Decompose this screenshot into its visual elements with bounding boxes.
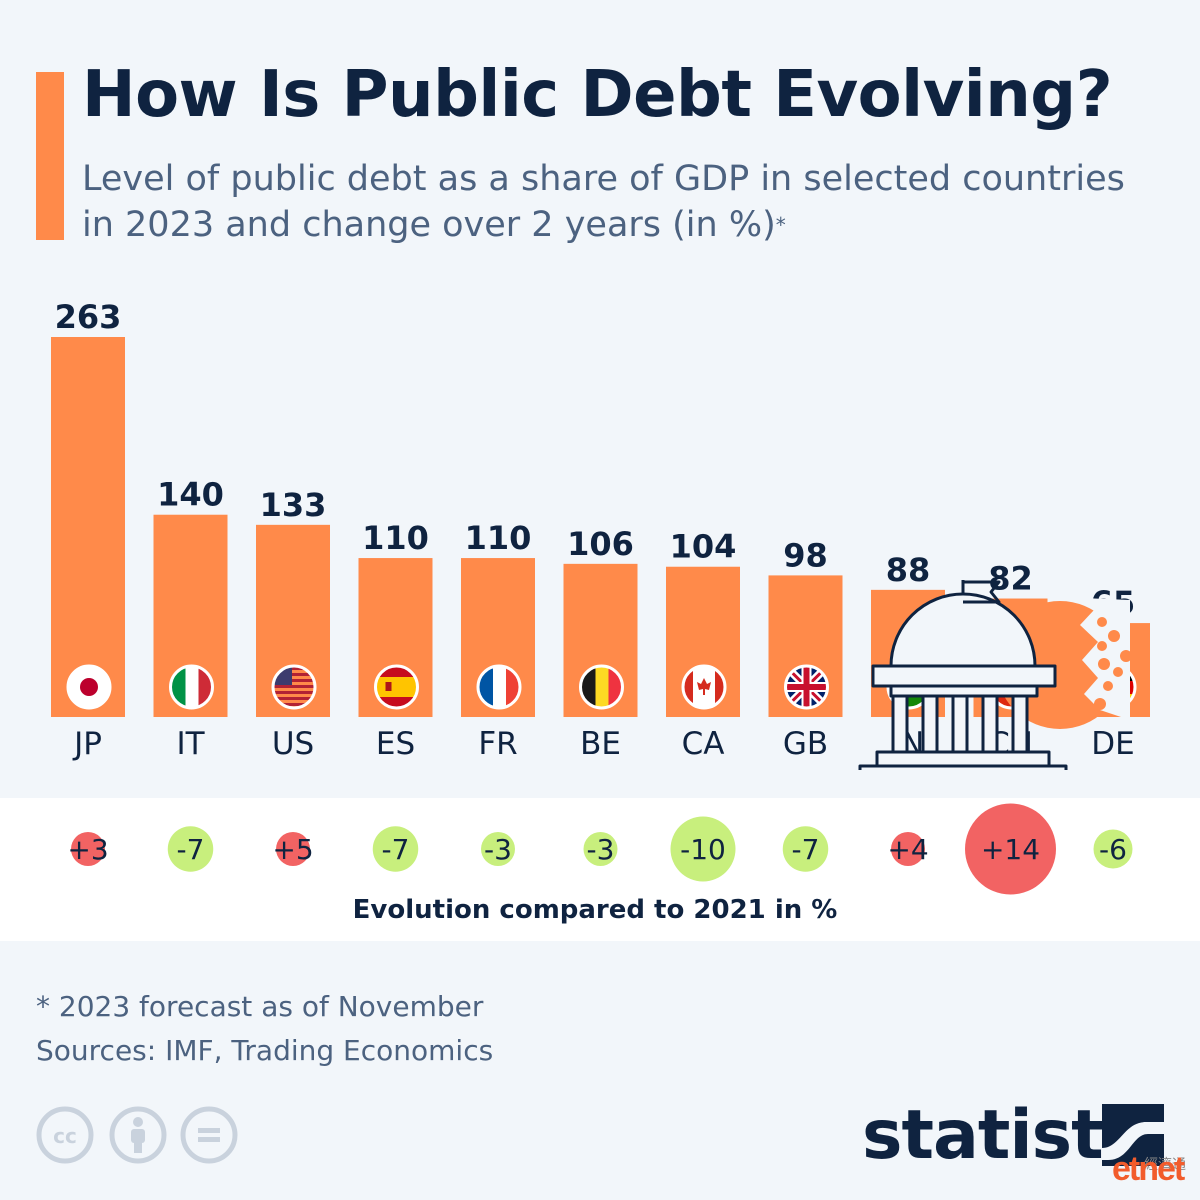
value-label-us: 133: [260, 486, 327, 524]
change-label-es: -7: [382, 833, 410, 866]
spain-flag-icon: [374, 664, 419, 710]
change-caption: Evolution compared to 2021 in %: [352, 895, 838, 925]
sources: Sources: IMF, Trading Economics: [36, 1034, 494, 1067]
value-label-es: 110: [362, 519, 429, 557]
change-bubble-us: [276, 832, 310, 866]
page-title: How Is Public Debt Evolving?: [82, 58, 1113, 132]
flag-on-dome: [961, 580, 1001, 604]
value-label-fr: 110: [465, 519, 532, 557]
bar-jp: [51, 337, 125, 717]
change-band: +3 -7 +5 -7 -3 -3 -10 -7 +4 +14 -6: [0, 798, 1200, 941]
category-label-de: DE: [1091, 726, 1134, 762]
change-label-jp: +3: [67, 833, 108, 866]
change-bubble-es: [372, 826, 419, 872]
cc-icon: cc: [36, 1106, 94, 1164]
france-flag-icon: [476, 664, 522, 710]
change-bubble-ca: [670, 816, 736, 882]
value-label-cn: 82: [988, 560, 1033, 598]
change-label-us: +5: [272, 833, 313, 866]
subtitle-text: Level of public debt as a share of GDP i…: [82, 159, 1125, 245]
category-label-es: ES: [376, 726, 415, 762]
bar-us: [256, 524, 330, 717]
no-derivatives-icon: [180, 1106, 238, 1164]
change-label-gb: -7: [792, 833, 820, 866]
value-label-it: 140: [157, 476, 224, 514]
category-label-jp: JP: [72, 726, 102, 762]
category-label-it: IT: [176, 726, 205, 762]
change-bubble-de: [1093, 829, 1133, 869]
change-bubble-gb: [782, 826, 829, 872]
change-bubble-in: [891, 832, 925, 866]
statista-logo-icon: [1102, 1104, 1164, 1166]
category-label-gb: GB: [783, 726, 828, 762]
category-label-us: US: [272, 726, 314, 762]
change-bubble-fr: [481, 832, 515, 866]
subtitle: Level of public debt as a share of GDP i…: [82, 156, 1162, 248]
change-bubbles: +3 -7 +5 -7 -3 -3 -10 -7 +4 +14 -6: [67, 803, 1133, 895]
value-label-gb: 98: [783, 536, 828, 574]
statista-brand: statista: [862, 1096, 1149, 1175]
change-bubble-be: [583, 832, 618, 866]
change-label-in: +4: [887, 833, 928, 866]
value-label-in: 88: [886, 551, 931, 589]
building-outline: [858, 592, 1068, 770]
change-label-fr: -3: [484, 833, 512, 866]
debt-bar-chart: 263 JP 140 IT 133 US 110 ES 110 FR 106 BE 104 CA 98 GB 8…: [51, 298, 1150, 770]
coin-crumbs: [1094, 617, 1132, 710]
value-label-ca: 104: [670, 528, 737, 566]
canada-flag-icon: [681, 664, 727, 710]
attribution-icon: [109, 1106, 167, 1164]
value-label-jp: 263: [55, 298, 122, 336]
category-label-ca: CA: [682, 726, 725, 762]
change-label-de: -6: [1099, 833, 1127, 866]
government-building-debt-icon: [858, 580, 1132, 770]
footnote: * 2023 forecast as of November: [36, 990, 484, 1023]
change-label-be: -3: [587, 833, 615, 866]
value-label-be: 106: [567, 525, 634, 563]
category-label-fr: FR: [478, 726, 517, 762]
category-label-be: BE: [580, 726, 621, 762]
change-bubble-jp: [71, 832, 105, 866]
change-bubble-it: [167, 826, 214, 872]
title-accent-bar: [36, 72, 64, 240]
change-label-it: -7: [177, 833, 205, 866]
footnote-mark: *: [775, 213, 786, 237]
svg-text:cc: cc: [53, 1124, 77, 1148]
change-label-ca: -10: [680, 833, 726, 866]
usa-flag-icon: [271, 664, 317, 710]
watermark-cn: 經濟通: [1144, 1157, 1186, 1173]
etnet-watermark: etnet: [1112, 1150, 1185, 1188]
japan-flag-icon: [66, 664, 112, 710]
italy-flag-icon: [169, 664, 214, 710]
belgium-flag-icon: [579, 664, 624, 710]
change-label-cn: +14: [981, 833, 1040, 866]
uk-flag-icon: [784, 664, 829, 710]
change-bubble-cn: [965, 803, 1056, 895]
